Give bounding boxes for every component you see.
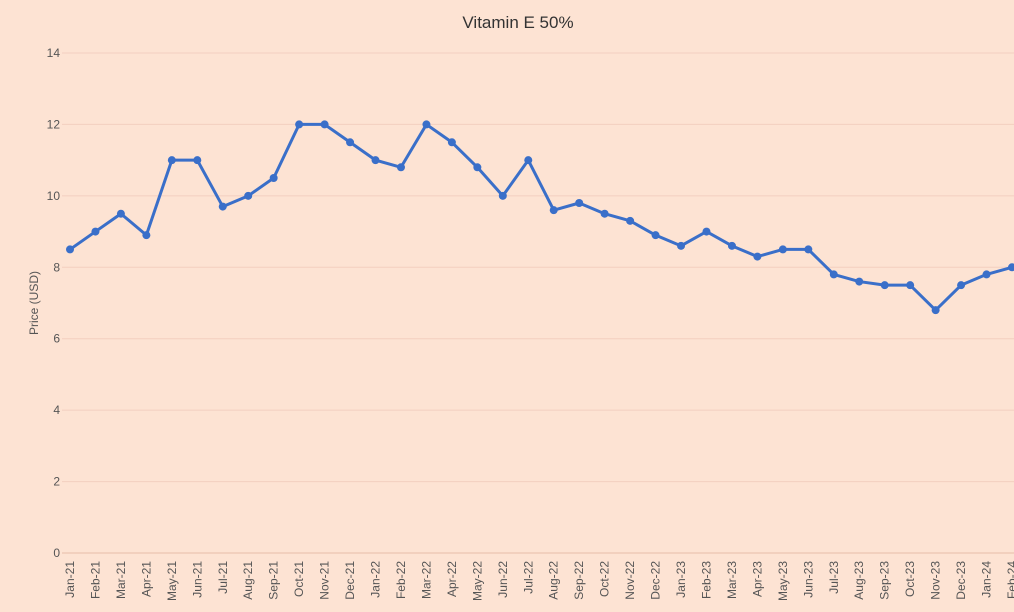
x-tick-label: Nov-21: [318, 561, 332, 600]
x-tick-label: Dec-22: [649, 561, 663, 600]
x-tick-label: Jan-24: [980, 561, 994, 598]
x-tick-label: Feb-23: [699, 561, 713, 599]
point: [371, 156, 380, 165]
point: [727, 241, 736, 250]
point: [906, 281, 915, 290]
point: [91, 227, 100, 236]
x-tick-label: Dec-23: [954, 561, 968, 600]
x-tick-label: Sep-21: [267, 561, 281, 600]
point: [498, 191, 507, 200]
point: [982, 270, 991, 279]
x-tick-label: Nov-23: [929, 561, 943, 600]
x-tick-label: Jun-21: [190, 561, 204, 598]
x-tick-label: Feb-22: [394, 561, 408, 599]
point: [346, 138, 355, 147]
point: [804, 245, 813, 254]
y-tick-label: 10: [47, 189, 61, 203]
line: [69, 122, 1013, 312]
x-tick-label: Aug-22: [547, 561, 561, 600]
point: [422, 120, 431, 129]
point: [320, 120, 329, 129]
point: [549, 206, 558, 215]
x-tick-label: Jan-23: [674, 561, 688, 598]
point: [295, 120, 304, 129]
x-tick-label: May-21: [165, 561, 179, 601]
point: [473, 163, 482, 172]
point: [218, 202, 227, 211]
y-tick-label: 4: [53, 403, 60, 417]
x-tick-label: Sep-22: [572, 561, 586, 600]
point: [880, 281, 889, 290]
point: [931, 306, 940, 315]
x-tick-label: Mar-21: [114, 561, 128, 599]
point: [575, 199, 584, 207]
point: [193, 156, 202, 165]
x-tick-label: Oct-22: [598, 561, 612, 597]
x-tick-label: Nov-22: [623, 561, 637, 600]
x-tick-label: Jun-23: [801, 561, 815, 598]
point: [524, 156, 533, 165]
y-axis-label: Price (USD): [27, 271, 41, 335]
x-tick-label: Jul-22: [521, 561, 535, 594]
x-tick-label: Aug-21: [241, 561, 255, 600]
x-tick-label: Jun-22: [496, 561, 510, 598]
x-tick-label: Apr-23: [750, 561, 764, 597]
y-tick-label: 0: [53, 546, 60, 560]
y-tick-label: 6: [53, 332, 60, 346]
point: [1008, 263, 1014, 272]
x-tick-label: Jan-22: [369, 561, 383, 598]
point: [244, 191, 253, 200]
point: [778, 245, 787, 254]
x-tick-label: Feb-24: [1005, 561, 1014, 599]
chart-title: Vitamin E 50%: [462, 13, 573, 32]
point: [167, 156, 176, 165]
point: [855, 277, 864, 286]
point: [753, 252, 762, 261]
y-tick-label: 12: [47, 117, 61, 131]
point: [66, 245, 74, 254]
point: [600, 209, 609, 218]
x-tick-label: Dec-21: [343, 561, 357, 600]
point: [651, 231, 660, 240]
point: [116, 209, 125, 218]
point: [829, 270, 838, 279]
x-tick-label: Apr-21: [139, 561, 153, 597]
x-tick-label: Oct-21: [292, 561, 306, 597]
x-tick-label: Jul-21: [216, 561, 230, 594]
point: [677, 241, 686, 250]
point: [269, 174, 278, 182]
point: [626, 216, 635, 225]
x-tick-label: Mar-23: [725, 561, 739, 599]
x-tick-label: Feb-21: [88, 561, 102, 599]
x-tick-label: Jan-21: [63, 561, 77, 598]
y-tick-label: 8: [53, 260, 60, 274]
x-tick-label: May-22: [470, 561, 484, 601]
point: [957, 281, 966, 290]
x-tick-label: Jul-23: [827, 561, 841, 594]
x-tick-label: Apr-22: [445, 561, 459, 597]
x-tick-label: Sep-23: [878, 561, 892, 600]
point: [447, 138, 456, 147]
y-tick-label: 2: [53, 475, 60, 489]
y-tick-label: 14: [47, 46, 61, 60]
x-tick-label: May-23: [776, 561, 790, 601]
x-tick-label: Oct-23: [903, 561, 917, 597]
point: [142, 231, 151, 240]
x-tick-label: Mar-22: [419, 561, 433, 599]
point: [702, 227, 711, 236]
x-tick-label: Aug-23: [852, 561, 866, 600]
point: [396, 163, 405, 172]
